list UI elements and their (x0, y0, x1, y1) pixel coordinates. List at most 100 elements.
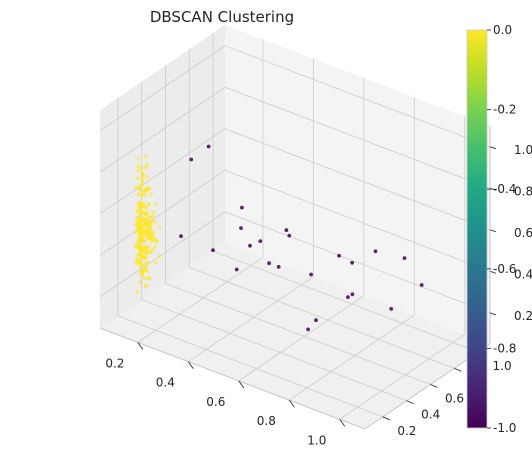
gridline-y-floor (141, 299, 407, 402)
cluster-point (143, 154, 148, 159)
cluster-point (152, 245, 157, 249)
colorbar-tick-label: 0.0 (493, 23, 512, 37)
noise-point (346, 295, 350, 299)
cluster-point (142, 217, 147, 222)
cluster-point (139, 265, 143, 270)
cluster-point (144, 232, 148, 237)
gridline-x-floor (238, 295, 365, 382)
cluster-point (145, 175, 150, 180)
gridline-x-floor (289, 314, 415, 401)
noise-point (239, 226, 243, 231)
cluster-point (149, 220, 154, 224)
cluster-point (136, 227, 141, 232)
cluster-point (137, 280, 142, 285)
gridline-z-back (224, 86, 491, 189)
cluster-point (140, 166, 144, 171)
colorbar-tick-label: -0.6 (493, 262, 516, 276)
cluster-point (134, 230, 138, 235)
cluster-point (155, 239, 160, 244)
cluster-point (136, 192, 141, 197)
gridline-z-back (224, 45, 491, 148)
chart-title: DBSCAN Clustering (150, 8, 294, 26)
cluster-point (137, 224, 142, 229)
cluster-point (144, 165, 148, 170)
cluster-point (134, 262, 138, 266)
cluster-point (136, 169, 141, 173)
z-tick-label: 0.4 (514, 267, 532, 281)
cluster-point (145, 221, 150, 226)
cluster-point (151, 236, 156, 241)
noise-point (211, 248, 215, 253)
x-tick-label: 0.4 (156, 376, 175, 390)
cluster-point (140, 229, 145, 234)
colorbar-ticks: 0.0 -0.2 -0.4 -0.6 -0.8 -1.0 (487, 23, 516, 435)
cluster-point (154, 260, 158, 265)
cluster-point (140, 262, 144, 267)
cluster-point (137, 208, 142, 213)
floor-pane (100, 243, 490, 429)
noise-point (419, 283, 424, 287)
gridline-z-left (99, 45, 226, 132)
tick-mark (406, 400, 414, 405)
y-tick-label: 0.4 (421, 408, 440, 422)
noise-point (373, 249, 378, 254)
cluster-point (146, 202, 151, 207)
back-wall-pane (225, 25, 490, 344)
cluster-point (145, 162, 150, 167)
noise-point (389, 307, 394, 311)
tick-mark (430, 384, 438, 388)
noise-point (309, 272, 313, 277)
cluster-point (139, 269, 143, 274)
gridline-z-back (224, 169, 491, 272)
cluster-point (141, 239, 146, 244)
noise-point (350, 292, 355, 297)
colorbar-tick-label: -0.4 (493, 182, 516, 196)
cluster-point (147, 186, 152, 190)
gridline-z-left (99, 211, 226, 298)
cluster-point (137, 260, 142, 264)
tick-mark (382, 416, 391, 421)
cluster-point (140, 254, 145, 259)
cluster-point (144, 261, 148, 265)
noise-point (287, 233, 292, 238)
x-tick-label: 0.6 (206, 395, 225, 409)
z-tick-label: 0.2 (514, 309, 532, 323)
cluster-point (148, 227, 153, 232)
noise-point (248, 243, 252, 248)
tick-mark (489, 146, 497, 150)
cluster-point (150, 247, 155, 252)
cluster-point (134, 185, 138, 190)
cluster-point (139, 182, 143, 187)
cluster-point (140, 273, 145, 278)
gridline-z-left (99, 128, 226, 215)
colorbar-tick-label: -0.8 (493, 341, 516, 355)
z-tick-label: 0.8 (514, 184, 532, 198)
cluster-point (144, 188, 148, 193)
cluster-point (144, 284, 148, 289)
cluster-point (137, 233, 142, 237)
cluster-point (135, 290, 140, 295)
noise-point (402, 256, 407, 260)
cluster-point (141, 201, 146, 206)
tick-mark (339, 419, 346, 427)
noise-point (276, 265, 281, 269)
cluster-point (144, 267, 148, 272)
tick-mark (489, 270, 497, 274)
cluster-point (137, 213, 142, 218)
x-tick-label: 0.8 (257, 414, 276, 428)
z-tick-label: 0.6 (514, 226, 532, 240)
noise-point (350, 260, 354, 265)
y-tick-label: 0.6 (445, 392, 464, 406)
cluster-point (148, 223, 153, 228)
gridline-x-floor (188, 276, 314, 363)
scatter-points (134, 144, 424, 332)
gridline-z-left (99, 86, 226, 173)
noise-point (314, 318, 318, 323)
y-tick-label: 1.0 (493, 359, 512, 373)
cluster-point (146, 216, 151, 221)
axes-panes (100, 25, 490, 429)
noise-point (284, 228, 289, 233)
colorbar-tick-label: -0.2 (493, 103, 516, 117)
noise-point (206, 144, 211, 149)
